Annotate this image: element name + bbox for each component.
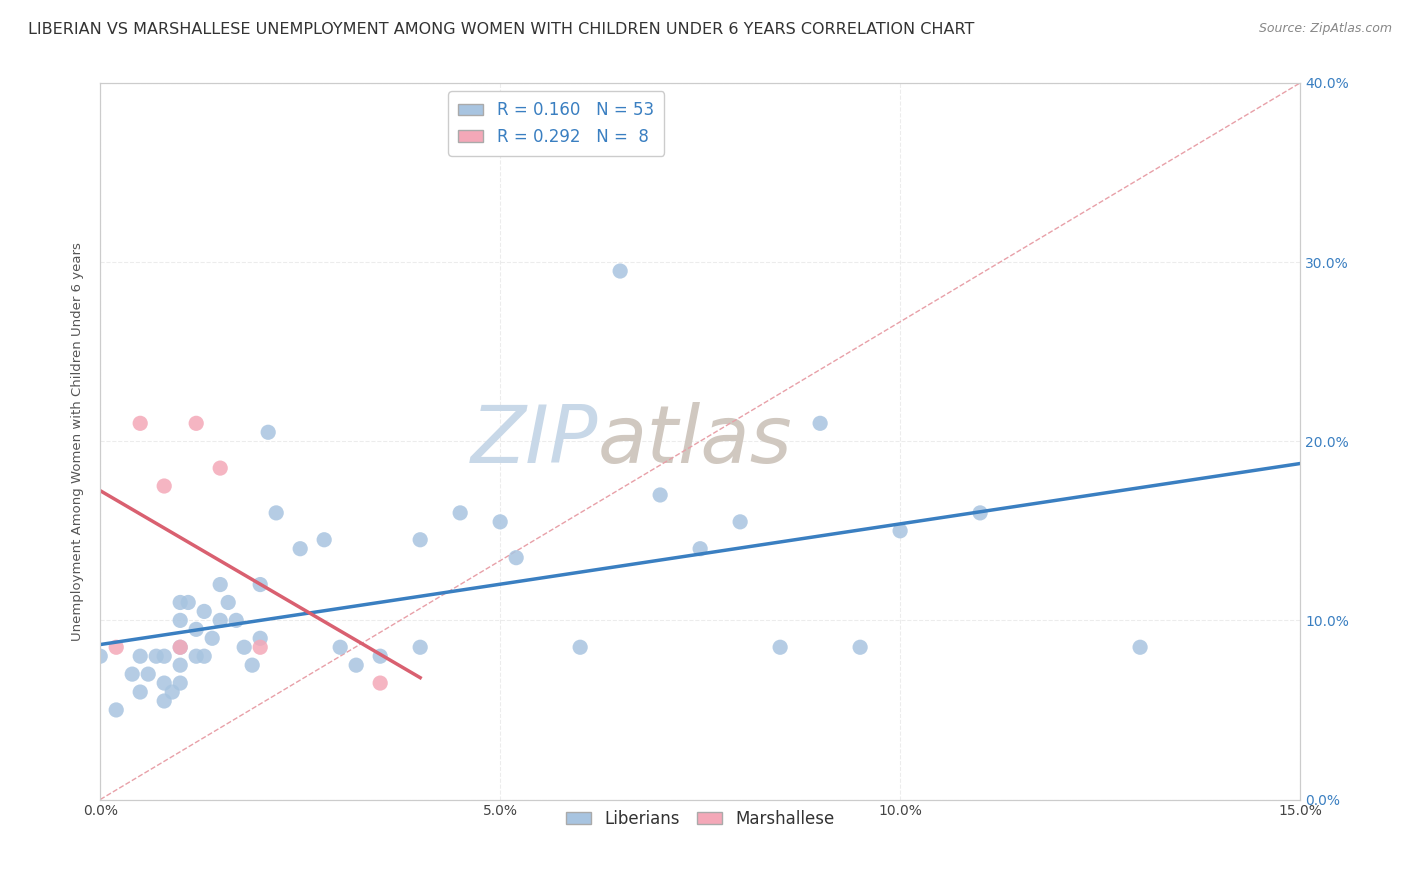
Point <box>689 541 711 556</box>
Point <box>1129 640 1152 655</box>
Point <box>105 703 128 717</box>
Point <box>209 613 232 627</box>
Point <box>129 417 152 431</box>
Point <box>153 694 176 708</box>
Point <box>177 595 200 609</box>
Point <box>249 577 271 591</box>
Point <box>186 623 208 637</box>
Point <box>409 640 432 655</box>
Point <box>169 595 191 609</box>
Point <box>169 640 191 655</box>
Point <box>169 640 191 655</box>
Point <box>240 658 263 673</box>
Point <box>186 649 208 664</box>
Point <box>145 649 167 664</box>
Point <box>186 417 208 431</box>
Point <box>314 533 336 547</box>
Point <box>169 676 191 690</box>
Point <box>89 649 111 664</box>
Point <box>169 613 191 627</box>
Point <box>193 604 215 618</box>
Point <box>136 667 159 681</box>
Point <box>169 658 191 673</box>
Point <box>849 640 872 655</box>
Point <box>153 479 176 493</box>
Point <box>193 649 215 664</box>
Point <box>290 541 312 556</box>
Point <box>368 649 391 664</box>
Point <box>249 632 271 646</box>
Point <box>449 506 471 520</box>
Point <box>505 550 527 565</box>
Point <box>609 264 631 278</box>
Point <box>257 425 280 440</box>
Point <box>650 488 672 502</box>
Text: LIBERIAN VS MARSHALLESE UNEMPLOYMENT AMONG WOMEN WITH CHILDREN UNDER 6 YEARS COR: LIBERIAN VS MARSHALLESE UNEMPLOYMENT AMO… <box>28 22 974 37</box>
Point <box>153 676 176 690</box>
Point <box>969 506 991 520</box>
Point <box>264 506 287 520</box>
Point <box>105 640 128 655</box>
Point <box>489 515 512 529</box>
Point <box>233 640 256 655</box>
Point <box>129 685 152 699</box>
Point <box>129 649 152 664</box>
Point <box>344 658 367 673</box>
Point <box>808 417 831 431</box>
Legend: Liberians, Marshallese: Liberians, Marshallese <box>560 803 841 834</box>
Point <box>569 640 592 655</box>
Point <box>160 685 183 699</box>
Point <box>121 667 143 681</box>
Point <box>225 613 247 627</box>
Point <box>201 632 224 646</box>
Y-axis label: Unemployment Among Women with Children Under 6 years: Unemployment Among Women with Children U… <box>72 242 84 640</box>
Text: ZIP: ZIP <box>471 402 598 480</box>
Text: Source: ZipAtlas.com: Source: ZipAtlas.com <box>1258 22 1392 36</box>
Point <box>368 676 391 690</box>
Point <box>209 461 232 475</box>
Point <box>409 533 432 547</box>
Point <box>153 649 176 664</box>
Point <box>889 524 911 538</box>
Text: atlas: atlas <box>598 402 793 480</box>
Point <box>329 640 352 655</box>
Point <box>728 515 751 529</box>
Point <box>217 595 239 609</box>
Point <box>249 640 271 655</box>
Point <box>209 577 232 591</box>
Point <box>769 640 792 655</box>
